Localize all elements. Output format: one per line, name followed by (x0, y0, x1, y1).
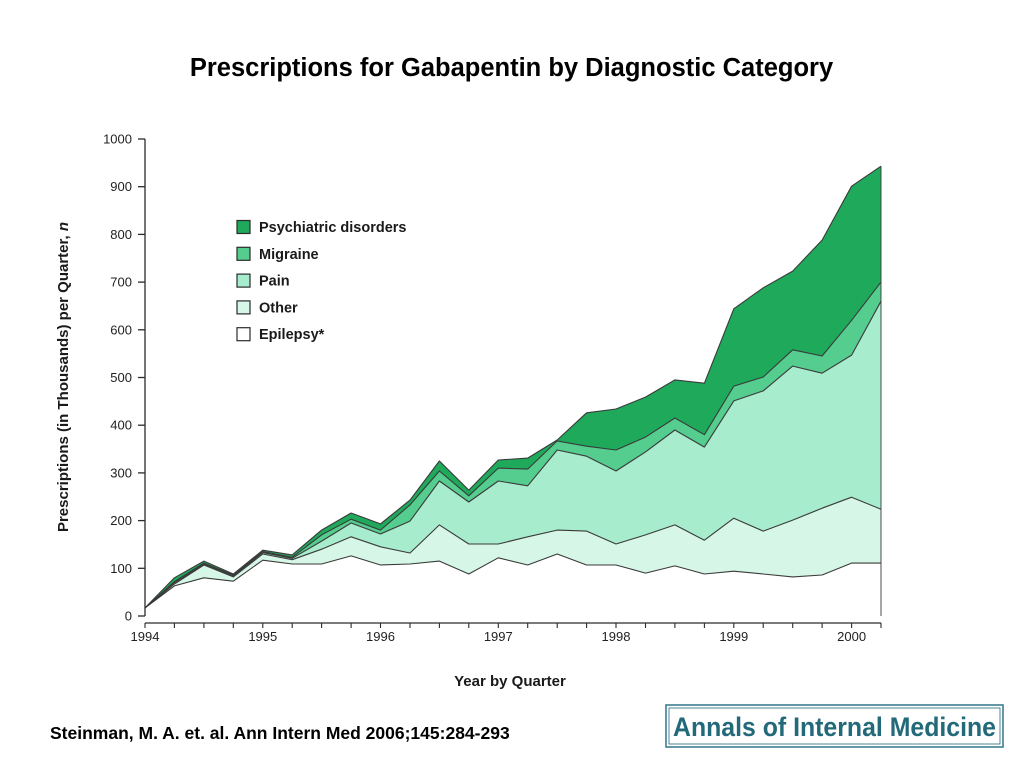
logo-inner-border (668, 707, 1001, 745)
y-axis-title-text: Prescriptions (in Thousands) per Quarter… (55, 231, 72, 532)
y-tick-label: 1000 (103, 132, 132, 147)
y-tick-label: 900 (110, 179, 132, 194)
y-tick-label: 800 (110, 227, 132, 242)
area-pain (145, 301, 881, 608)
x-axis-title: Year by Quarter (454, 673, 566, 690)
y-tick-label: 300 (110, 465, 132, 480)
area-epilepsy (145, 554, 881, 616)
legend-label: Epilepsy* (259, 327, 325, 343)
chart-title: Prescriptions for Gabapentin by Diagnost… (189, 54, 834, 82)
series-line-epilepsy (144, 553, 881, 609)
logo-text: Annals of Internal Medicine (673, 712, 996, 742)
series-line-other (144, 496, 882, 609)
legend-label: Pain (259, 274, 290, 290)
x-tick-label: 1999 (719, 629, 748, 644)
x-axis: 1994 1995 1996 1997 1998 1999 2000 (131, 622, 882, 644)
y-tick-label: 100 (110, 561, 132, 576)
series-line-psychiatric-disorders (144, 165, 882, 609)
area-bands (145, 166, 881, 616)
x-tick-label: 1997 (484, 629, 513, 644)
legend-swatch (236, 273, 251, 288)
legend-item-psychiatric-disorders: Psychiatric disorders (236, 219, 407, 236)
y-axis-title: Prescriptions (in Thousands) per Quarter… (55, 222, 72, 532)
y-tick-label: 700 (110, 275, 132, 290)
legend-label: Psychiatric disorders (259, 220, 407, 236)
y-tick-label: 600 (110, 322, 132, 337)
series-line-pain (144, 300, 882, 609)
logo-outer-border (665, 704, 1004, 748)
legend-item-epilepsy: Epilepsy* (236, 327, 325, 343)
y-tick-label: 500 (110, 370, 132, 385)
legend-label: Other (259, 300, 298, 316)
legend-item-pain: Pain (236, 273, 290, 290)
legend-item-migraine: Migraine (236, 246, 319, 263)
legend-item-other: Other (236, 300, 298, 316)
legend-swatch (236, 219, 251, 235)
citation-source: Steinman, M. A. et. al. Ann Intern Med 2… (50, 723, 510, 743)
y-axis: 0 100 200 300 400 500 600 700 800 900 1000 (103, 132, 146, 624)
x-tick-label: 1995 (248, 629, 277, 644)
legend-swatch (236, 327, 251, 342)
x-tick-label: 1998 (602, 629, 631, 644)
x-tick-label: 1994 (131, 629, 160, 644)
y-tick-label: 200 (110, 513, 132, 528)
x-tick-label: 2000 (837, 629, 866, 644)
area-other (145, 497, 881, 608)
legend-swatch (236, 246, 251, 261)
legend: Psychiatric disorders Migraine Pain Other Ep… (236, 219, 407, 343)
legend-swatch (236, 300, 251, 315)
y-tick-label: 0 (125, 609, 132, 624)
series-line-migraine (144, 281, 882, 609)
y-axis-title-variable: n (55, 222, 72, 231)
series-boundary-lines (144, 165, 882, 616)
journal-logo: Annals of Internal Medicine (665, 704, 1004, 748)
y-tick-label: 400 (110, 418, 132, 433)
legend-label: Migraine (259, 247, 319, 263)
x-tick-label: 1996 (366, 629, 395, 644)
